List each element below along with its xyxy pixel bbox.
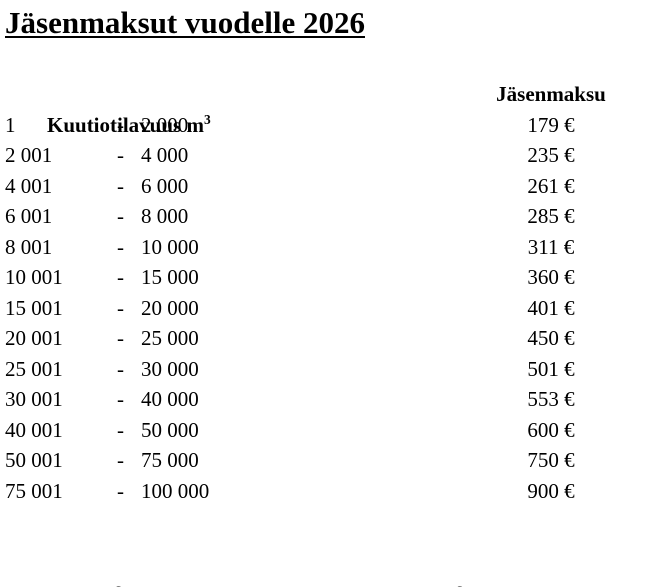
fee-value: 311 € bbox=[527, 234, 575, 259]
volume-from: 1 bbox=[5, 112, 16, 137]
range-separator: - bbox=[117, 204, 124, 228]
table-row: 8 001 - 10 000 311 € bbox=[5, 232, 665, 263]
fee-table: Kuutiotilavuus m3 Jäsenmaksu 1 - 2 000 1… bbox=[5, 79, 665, 506]
volume-from: 6 001 bbox=[5, 204, 53, 228]
volume-to: 8 000 bbox=[141, 204, 189, 228]
table-row: 10 001 - 15 000 360 € bbox=[5, 262, 665, 293]
fee-value: 285 € bbox=[527, 204, 575, 228]
range-separator: - bbox=[117, 387, 124, 411]
volume-to: 20 000 bbox=[141, 295, 199, 320]
fee-value: 401 € bbox=[527, 295, 575, 320]
table-row: 2 001 - 4 000 235 € bbox=[5, 140, 665, 171]
footnote: 100 000m3 ylittävältä osalta jokaiselta … bbox=[5, 552, 665, 587]
range-separator: - bbox=[117, 143, 124, 167]
column-header-volume: Kuutiotilavuus m3 bbox=[5, 79, 486, 136]
volume-from: 40 001 bbox=[5, 417, 63, 442]
range-separator: - bbox=[117, 112, 124, 137]
table-row: 20 001 - 25 000 450 € bbox=[5, 323, 665, 354]
fee-value: 900 € bbox=[527, 478, 575, 503]
table-row: 40 001 - 50 000 600 € bbox=[5, 415, 665, 446]
volume-to: 40 000 bbox=[141, 387, 199, 411]
footnote-text-3: :lta lisäys 914 € bbox=[464, 584, 603, 587]
volume-from: 50 001 bbox=[5, 448, 63, 472]
range-separator: - bbox=[117, 295, 124, 320]
volume-from: 25 001 bbox=[5, 356, 63, 381]
page-title: Jäsenmaksut vuodelle 2026 bbox=[5, 5, 365, 40]
table-row: 15 001 - 20 000 401 € bbox=[5, 293, 665, 324]
column-header-fee: Jäsenmaksu bbox=[496, 82, 606, 106]
volume-to: 75 000 bbox=[141, 448, 199, 472]
footnote-superscript-2: 3 bbox=[457, 584, 464, 587]
range-separator: - bbox=[117, 448, 124, 472]
table-row: 30 001 - 40 000 553 € bbox=[5, 384, 665, 415]
fee-value: 179 € bbox=[527, 112, 575, 137]
volume-to: 4 000 bbox=[141, 143, 189, 167]
volume-from: 20 001 bbox=[5, 326, 63, 350]
footnote-text-1: 100 000m bbox=[27, 584, 116, 587]
volume-from: 15 001 bbox=[5, 295, 63, 320]
column-header-volume-superscript: 3 bbox=[203, 111, 211, 127]
volume-from: 30 001 bbox=[5, 387, 63, 411]
fee-value: 235 € bbox=[527, 143, 575, 167]
volume-to: 2 000 bbox=[141, 112, 189, 137]
volume-to: 100 000 bbox=[141, 478, 210, 503]
fee-value: 600 € bbox=[527, 417, 575, 442]
table-row: 25 001 - 30 000 501 € bbox=[5, 354, 665, 385]
range-separator: - bbox=[117, 173, 124, 198]
range-separator: - bbox=[117, 265, 124, 289]
range-separator: - bbox=[117, 234, 124, 259]
table-row: 50 001 - 75 000 750 € bbox=[5, 445, 665, 476]
fee-value: 501 € bbox=[527, 356, 575, 381]
fee-value: 360 € bbox=[527, 265, 575, 289]
range-separator: - bbox=[117, 356, 124, 381]
volume-to: 10 000 bbox=[141, 234, 199, 259]
table-row: 4 001 - 6 000 261 € bbox=[5, 171, 665, 202]
volume-to: 50 000 bbox=[141, 417, 199, 442]
volume-to: 15 000 bbox=[141, 265, 199, 289]
volume-from: 75 001 bbox=[5, 478, 63, 503]
column-header-volume-label: Kuutiotilavuus m bbox=[47, 112, 204, 137]
table-row: 1 - 2 000 179 € bbox=[5, 110, 665, 141]
range-separator: - bbox=[117, 478, 124, 503]
range-separator: - bbox=[117, 417, 124, 442]
volume-from: 10 001 bbox=[5, 265, 63, 289]
fee-value: 750 € bbox=[527, 448, 575, 472]
table-rows: 1 - 2 000 179 € 2 001 - 4 000 235 € 4 00… bbox=[5, 110, 665, 507]
volume-to: 30 000 bbox=[141, 356, 199, 381]
fee-value: 553 € bbox=[527, 387, 575, 411]
footnote-text-2: ylittävältä osalta jokaiselta 100 000m bbox=[123, 584, 457, 587]
fee-value: 261 € bbox=[527, 173, 575, 198]
table-row: 75 001 - 100 000 900 € bbox=[5, 476, 665, 507]
volume-from: 2 001 bbox=[5, 143, 53, 167]
volume-to: 25 000 bbox=[141, 326, 199, 350]
table-header-row: Kuutiotilavuus m3 Jäsenmaksu bbox=[5, 79, 665, 137]
table-row: 6 001 - 8 000 285 € bbox=[5, 201, 665, 232]
range-separator: - bbox=[117, 326, 124, 350]
fee-value: 450 € bbox=[527, 326, 575, 350]
footnote-superscript-1: 3 bbox=[116, 584, 123, 587]
volume-to: 6 000 bbox=[141, 173, 189, 198]
volume-from: 4 001 bbox=[5, 173, 53, 198]
volume-from: 8 001 bbox=[5, 234, 53, 259]
